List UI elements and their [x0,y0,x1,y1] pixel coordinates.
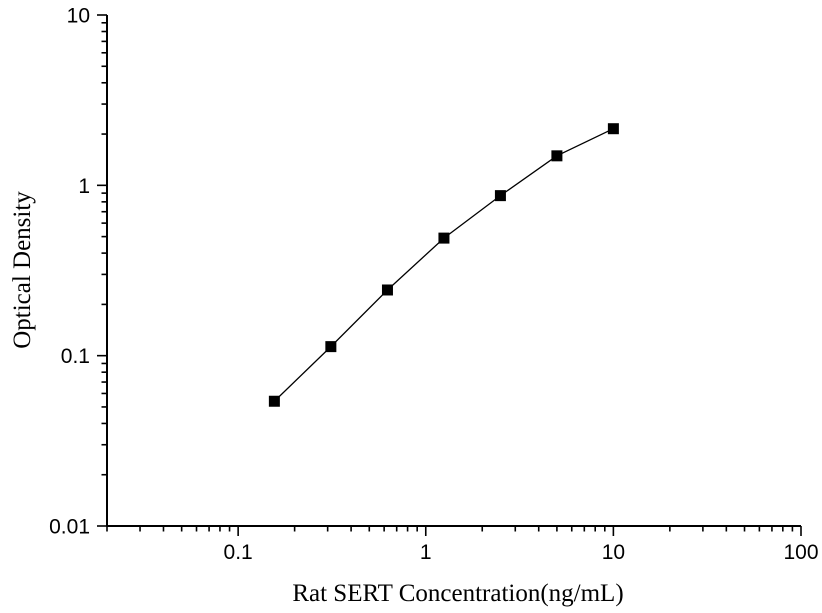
plot-area: 0.1 1 10 100 0.01 0.1 1 10 [49,5,818,565]
x-tick-label: 1 [420,541,432,564]
x-tick-label: 100 [783,541,818,564]
data-point-marker [551,150,563,162]
data-point-marker [381,284,393,296]
data-point-marker [268,395,280,407]
data-point-marker [325,341,337,353]
x-axis-title: Rat SERT Concentration(ng/mL) [292,580,623,607]
series-line [273,128,614,402]
data-point-marker [607,123,619,135]
y-tick-label: 10 [67,5,90,28]
y-tick-label: 0.01 [49,516,90,539]
x-tick-label: 10 [602,541,625,564]
y-tick-label: 1 [78,175,90,198]
x-tick-label: 0.1 [224,541,253,564]
data-point-marker [494,190,506,202]
y-tick-label: 0.1 [61,345,90,368]
data-point-marker [438,232,450,244]
y-axis-title: Optical Density [9,191,36,349]
